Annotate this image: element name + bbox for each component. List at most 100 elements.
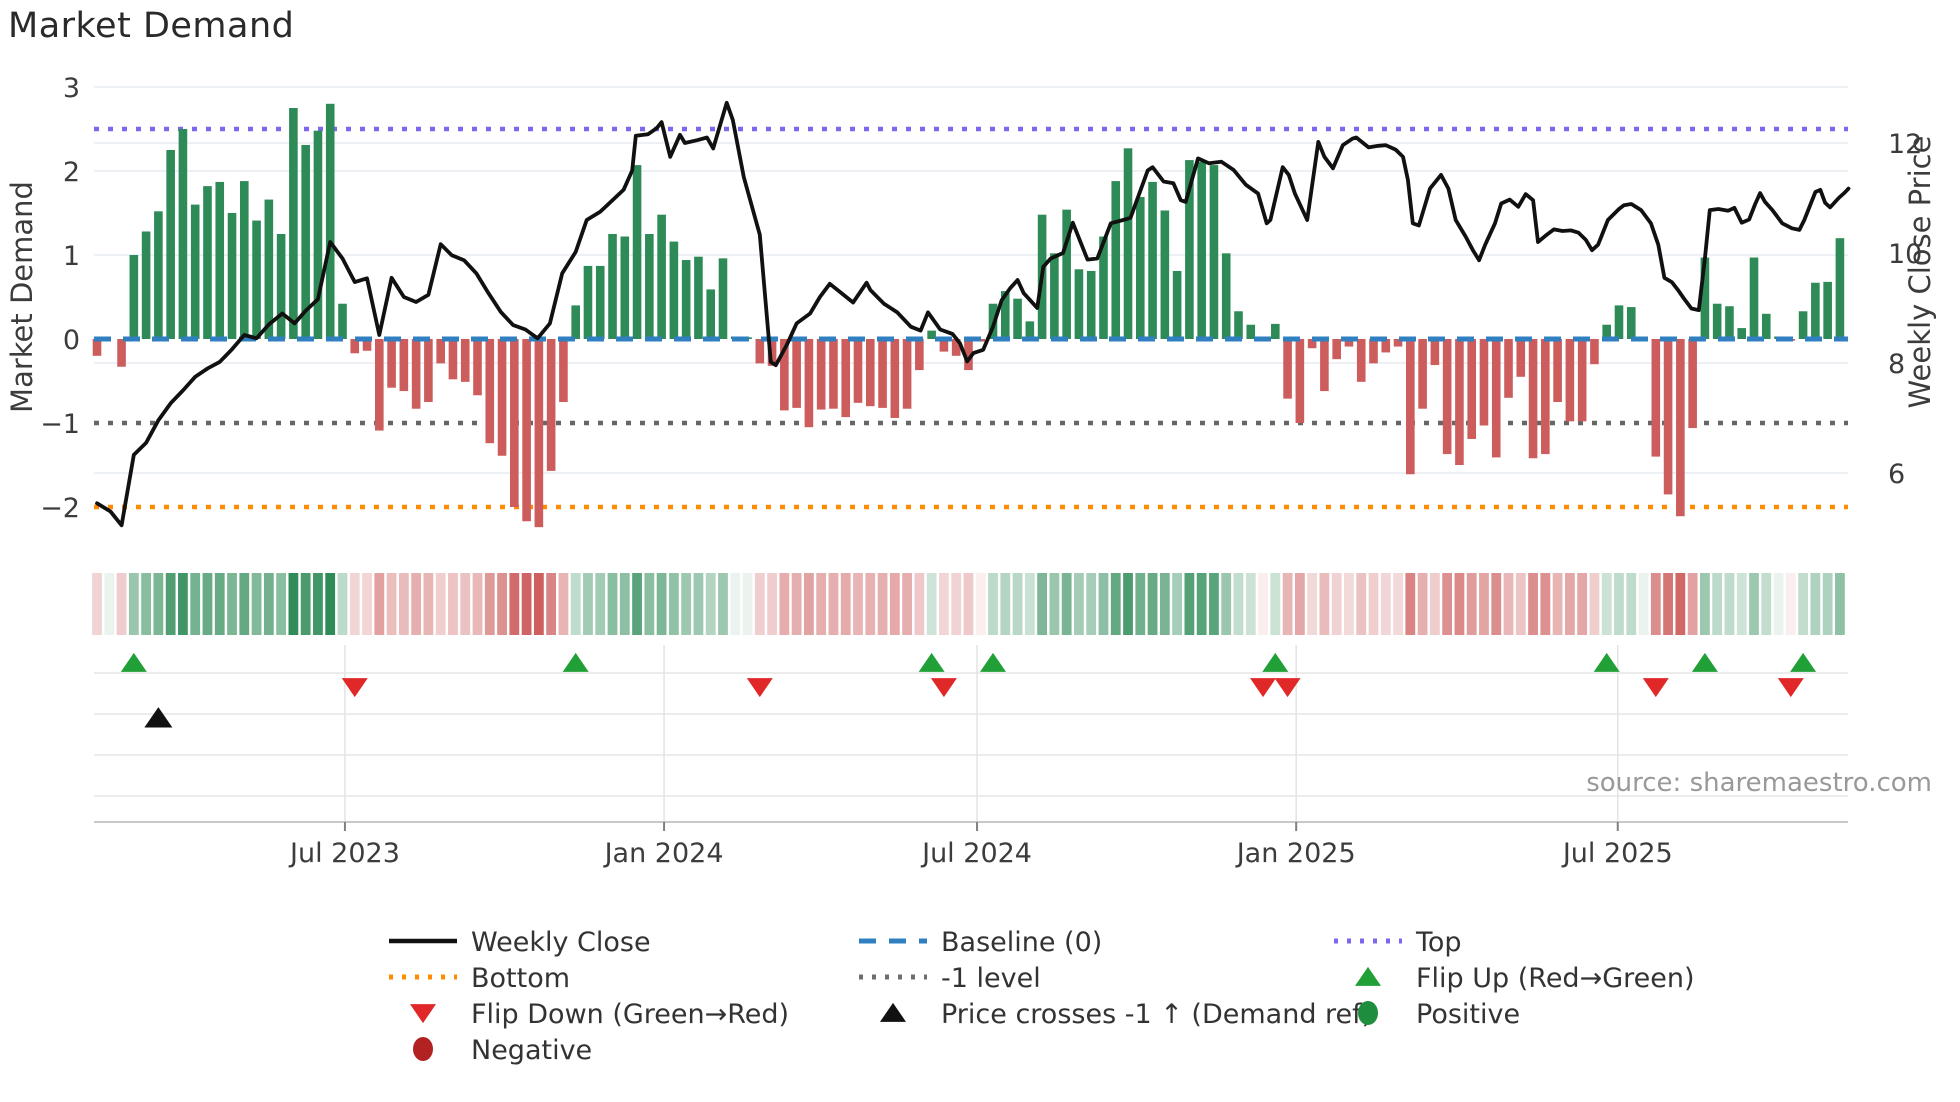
- y-axis-left-title: Market Demand: [5, 181, 39, 413]
- demand-bar-negative: [460, 339, 470, 382]
- heatmap-cell: [963, 573, 974, 635]
- heatmap-cell: [1209, 573, 1219, 635]
- y-tick-label: 2: [63, 157, 80, 188]
- demand-bar-negative: [755, 339, 765, 364]
- flip-down-marker: [1777, 678, 1804, 698]
- flip-up-marker: [120, 652, 147, 672]
- flip-up-marker: [1593, 652, 1620, 672]
- price-cross-marker: [144, 707, 173, 728]
- heatmap-cell: [1110, 573, 1121, 635]
- demand-bar-positive: [1111, 181, 1121, 339]
- heatmap-cell: [1307, 573, 1318, 635]
- demand-bar-negative: [1688, 339, 1697, 429]
- legend-swatch-triangle-up: [1355, 966, 1381, 986]
- heatmap-cell: [951, 573, 962, 635]
- heatmap-cell: [1589, 573, 1600, 635]
- price-tick-label: 12: [1888, 129, 1922, 160]
- flip-down-marker: [341, 678, 368, 698]
- demand-bar-positive: [1246, 324, 1256, 339]
- heatmap-cell: [1258, 573, 1268, 635]
- price-line: [95, 100, 1851, 528]
- demand-bar-negative: [1418, 339, 1427, 409]
- demand-bar-negative: [510, 339, 519, 507]
- heatmap-cell: [939, 573, 949, 635]
- heatmap-cell: [1835, 573, 1845, 635]
- heatmap-cell: [104, 573, 115, 635]
- demand-bar-positive: [1209, 165, 1219, 339]
- demand-bar-positive: [1221, 253, 1231, 339]
- demand-bar-positive: [227, 213, 237, 339]
- heatmap-cell: [889, 573, 900, 635]
- legend-label: Weekly Close: [471, 927, 651, 958]
- heatmap-cell: [116, 573, 127, 635]
- heatmap-cell: [1049, 573, 1060, 635]
- x-tick-label: Jan 2024: [603, 838, 724, 869]
- heatmap-cell: [583, 573, 593, 635]
- heatmap-cell: [1024, 573, 1035, 635]
- demand-bar-positive: [264, 199, 274, 339]
- demand-bar-positive: [1626, 307, 1636, 339]
- demand-bar-negative: [841, 339, 851, 418]
- demand-bar-positive: [1062, 209, 1071, 339]
- heatmap-cell: [386, 573, 397, 635]
- demand-bar-negative: [1577, 339, 1587, 422]
- legend-label: Flip Up (Red→Green): [1416, 963, 1695, 994]
- legend-label: Negative: [471, 1035, 592, 1066]
- demand-bar-positive: [166, 150, 175, 339]
- heatmap-cell: [300, 573, 311, 635]
- demand-bar-negative: [1528, 339, 1538, 459]
- heatmap-cell: [1196, 573, 1207, 635]
- heatmap-cell: [1172, 573, 1183, 635]
- demand-bar-positive: [645, 234, 654, 339]
- heatmap-cell: [1319, 573, 1330, 635]
- demand-bar-positive: [1074, 269, 1084, 339]
- heatmap-cell: [1749, 573, 1759, 635]
- heatmap-cell: [791, 573, 802, 635]
- demand-bar-positive: [706, 289, 716, 339]
- heatmap-cell: [803, 573, 814, 635]
- demand-bar-positive: [1050, 253, 1059, 339]
- demand-bar-negative: [767, 339, 777, 366]
- demand-bar-negative: [436, 339, 445, 364]
- heatmap-cell: [570, 573, 581, 635]
- x-tick-label: Jan 2025: [1235, 838, 1356, 869]
- flip-up-marker: [980, 652, 1007, 672]
- flip-up-marker: [918, 652, 945, 672]
- flip-down-marker: [1642, 678, 1669, 698]
- heatmap-cell: [1123, 573, 1133, 635]
- legend-item: -1 level: [859, 963, 1041, 994]
- demand-bar-negative: [497, 339, 507, 456]
- demand-bar-negative: [1541, 339, 1550, 455]
- demand-bar-positive: [1798, 311, 1808, 339]
- heatmap-cell: [644, 573, 655, 635]
- heatmap-cell: [730, 573, 741, 635]
- heatmap-cell: [1221, 573, 1232, 635]
- demand-bar-negative: [1356, 339, 1366, 382]
- demand-bar-negative: [1369, 339, 1378, 364]
- demand-bar-negative: [1565, 339, 1575, 422]
- heatmap-cell: [853, 573, 863, 635]
- heatmap-cell: [705, 573, 716, 635]
- heatmap-cell: [411, 573, 422, 635]
- heatmap-cell: [914, 573, 925, 635]
- heatmap-cell: [1515, 573, 1526, 635]
- demand-bar-positive: [190, 204, 200, 339]
- demand-bar-negative: [1479, 339, 1489, 426]
- legend-item: Baseline (0): [859, 927, 1102, 958]
- legend-item: Bottom: [389, 963, 570, 994]
- heatmap-strip: [92, 573, 1845, 635]
- demand-bar-negative: [829, 339, 838, 409]
- demand-bar-positive: [325, 103, 335, 339]
- demand-bar-negative: [485, 339, 495, 444]
- heatmap-cell: [1761, 573, 1772, 635]
- demand-bar-positive: [1123, 148, 1133, 339]
- heatmap-cell: [239, 573, 250, 635]
- demand-bar-negative: [1442, 339, 1452, 455]
- demand-bar-positive: [338, 303, 347, 339]
- flip-up-marker: [1262, 652, 1289, 672]
- heatmap-cell: [509, 573, 520, 635]
- demand-bar-negative: [1283, 339, 1292, 399]
- demand-bar-positive: [608, 234, 617, 339]
- heatmap-cell: [92, 573, 102, 635]
